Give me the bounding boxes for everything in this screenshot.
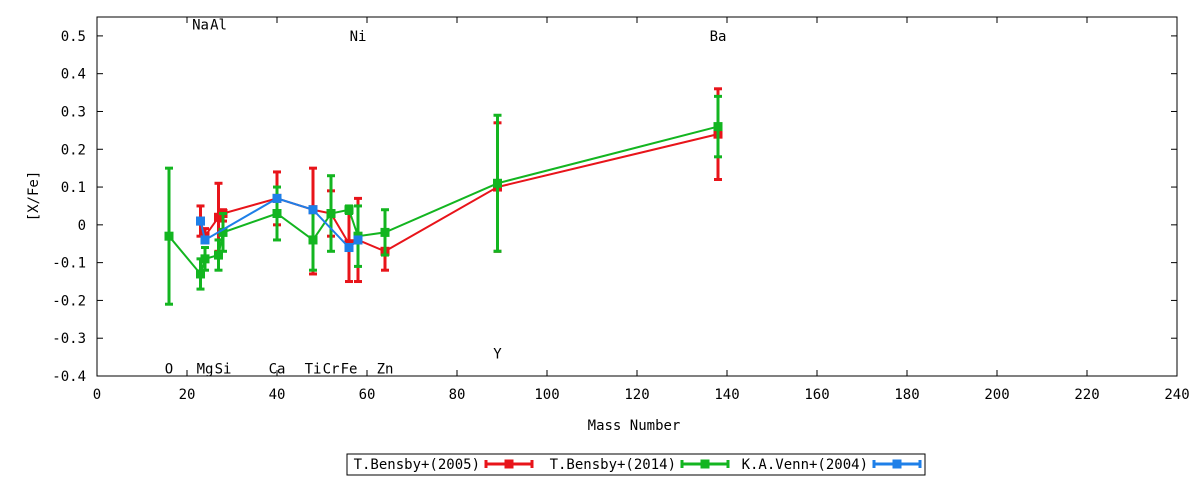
data-point [380,227,390,237]
x-tick-label: 180 [894,387,919,403]
data-point [196,216,205,226]
data-point [214,250,223,260]
element-label: Cr [323,361,340,377]
data-point [713,122,723,132]
x-tick-label: 240 [1164,387,1189,403]
y-tick-label: 0.4 [61,67,86,83]
y-tick-label: -0.3 [52,331,86,347]
element-labels: O Na Mg Al Si Ca Ti Cr Fe Ni Zn Y Ba [165,18,727,378]
element-label: Fe [341,361,358,377]
y-tick-label: -0.1 [52,256,86,272]
x-tick-label: 120 [624,387,649,403]
element-label: Na [192,18,209,34]
y-tick-label: 0.1 [61,180,86,196]
legend-entry-label: T.Bensby+(2014) [550,457,676,473]
data-point [308,235,318,245]
data-point [308,205,318,215]
x-tick-label: 20 [179,387,196,403]
y-tick-label: 0.3 [61,104,86,120]
x-axis-label: Mass Number [588,418,681,434]
element-label: Si [215,361,232,377]
x-tick-label: 160 [804,387,829,403]
legend: T.Bensby+(2005) T.Bensby+(2014) K.A.Venn+(… [346,453,926,476]
data-point [353,235,363,245]
y-tick-label: -0.4 [52,369,86,385]
x-tick-label: 140 [714,387,739,403]
data-point [272,209,282,219]
element-label: Ba [710,29,727,45]
plot-border [96,16,1178,377]
element-label: Y [493,346,502,362]
x-tick-label: 220 [1074,387,1099,403]
data-point [164,231,174,241]
series-line [168,125,719,277]
x-tick-label: 80 [449,387,466,403]
data-point [493,178,502,188]
x-tick-label: 100 [534,387,559,403]
legend-entry-label: T.Bensby+(2005) [354,457,480,473]
data-point [200,235,210,245]
y-tick-label: 0.2 [61,142,86,158]
element-label: Ca [269,361,286,377]
data-point [272,193,282,203]
y-tick-label: 0 [78,218,86,234]
x-tick-label: 40 [269,387,286,403]
element-label: Zn [377,361,394,377]
element-label: Al [210,18,227,34]
legend-marker [892,459,902,469]
axis-ticks: 0 20 40 60 80 100 120 140 160 180 200 220 240 -0.4 -0.… [52,17,1190,403]
data-point [200,254,210,264]
series-3 [196,193,363,253]
x-tick-label: 60 [359,387,376,403]
series-1 [196,87,723,284]
data-point [344,205,354,215]
data-point [326,209,336,219]
x-tick-label: 0 [93,387,101,403]
data-point [218,227,228,237]
element-label: Ti [305,361,322,377]
element-label: Mg [197,361,214,377]
y-tick-label: 0.5 [61,29,86,45]
legend-box [346,453,926,476]
x-tick-label: 200 [984,387,1009,403]
legend-entry-label: K.A.Venn+(2004) [742,457,868,473]
legend-marker [700,459,710,469]
series-group [164,87,723,306]
y-axis-label: [X/Fe] [26,171,42,222]
y-tick-label: -0.2 [52,293,86,309]
series-2 [164,94,723,306]
data-point [196,269,205,279]
element-label: O [165,361,173,377]
data-point [344,243,354,253]
plot-area [96,16,1178,377]
element-label: Ni [350,29,367,45]
legend-marker [504,459,514,469]
